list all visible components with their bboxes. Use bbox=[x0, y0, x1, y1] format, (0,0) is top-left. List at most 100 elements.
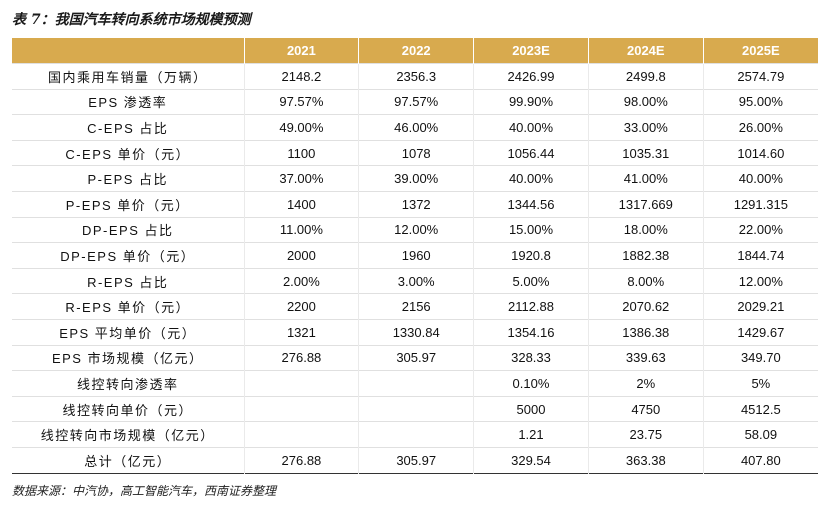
table-cell: 11.00% bbox=[243, 216, 359, 243]
table-cell: 1386.38 bbox=[587, 318, 704, 346]
table-cell: 5.00% bbox=[473, 267, 589, 294]
table-cell: 1354.16 bbox=[473, 318, 589, 346]
table-cell: 2029.21 bbox=[702, 293, 818, 320]
table-row: EPS 市场规模（亿元） 276.88 305.97 328.33 339.63 349.… bbox=[12, 344, 818, 371]
table-title: 表 7：我国汽车转向系统市场规模预测 bbox=[12, 12, 251, 28]
header-row: 2021 2022 2023E 2024E 2025E bbox=[12, 38, 818, 64]
table-cell: 97.57% bbox=[358, 88, 474, 115]
table-cell: 97.57% bbox=[243, 88, 359, 115]
table-row: EPS 平均单价（元） 1321 1330.84 1354.16 1386.38 1429… bbox=[12, 318, 818, 346]
row-label: 线控转向渗透率 bbox=[12, 370, 244, 397]
table-cell: 1960 bbox=[358, 242, 474, 269]
table-cell: 98.00% bbox=[587, 88, 704, 115]
header-cell: 2025E bbox=[702, 38, 818, 64]
table-cell bbox=[243, 370, 359, 397]
table-cell: 1317.669 bbox=[587, 190, 704, 218]
table-cell bbox=[358, 370, 474, 397]
table-cell: 2148.2 bbox=[243, 63, 359, 90]
header-cell: 2021 bbox=[243, 38, 359, 64]
table-row: DP-EPS 单价（元） 2000 1960 1920.8 1882.38 1844.74 bbox=[12, 242, 818, 269]
table-cell: 407.80 bbox=[702, 446, 818, 473]
table-cell: 46.00% bbox=[358, 114, 474, 141]
table-cell: 99.90% bbox=[473, 88, 589, 115]
table-cell: 8.00% bbox=[587, 267, 704, 294]
table-cell bbox=[358, 395, 474, 422]
table-cell: 1372 bbox=[358, 190, 474, 218]
table-cell: 33.00% bbox=[587, 114, 704, 141]
table-row: C-EPS 占比 49.00% 46.00% 40.00% 33.00% 26.00% bbox=[12, 114, 818, 141]
table-cell: 39.00% bbox=[358, 165, 474, 192]
table-cell: 363.38 bbox=[587, 446, 704, 473]
table-cell bbox=[243, 395, 359, 422]
source-note: 数据来源：中汽协，高工智能汽车，西南证券整理 bbox=[12, 484, 277, 498]
row-label: DP-EPS 单价（元） bbox=[12, 242, 244, 269]
table-row: EPS 渗透率 97.57% 97.57% 99.90% 98.00% 95.00% bbox=[12, 88, 818, 115]
table-cell: 23.75 bbox=[587, 421, 704, 448]
table-cell: 1056.44 bbox=[473, 139, 589, 166]
header-cell-blank bbox=[12, 38, 244, 64]
table-row: 线控转向市场规模（亿元） 1.21 23.75 58.09 bbox=[12, 421, 818, 448]
table-cell: 1400 bbox=[243, 190, 359, 218]
table-row: 线控转向渗透率 0.10% 2% 5% bbox=[12, 370, 818, 397]
row-label: P-EPS 单价（元） bbox=[12, 190, 244, 218]
row-label: 总计（亿元） bbox=[12, 446, 244, 473]
table-cell: 1920.8 bbox=[473, 242, 589, 269]
table-cell: 26.00% bbox=[702, 114, 818, 141]
table-cell: 276.88 bbox=[243, 446, 359, 473]
table-cell: 329.54 bbox=[473, 446, 589, 473]
table-cell: 1321 bbox=[243, 318, 359, 346]
row-label: R-EPS 单价（元） bbox=[12, 293, 244, 320]
table-cell: 58.09 bbox=[702, 421, 818, 448]
table-cell: 305.97 bbox=[358, 344, 474, 371]
table-cell: 339.63 bbox=[587, 344, 704, 371]
table-cell: 2.00% bbox=[243, 267, 359, 294]
row-label: DP-EPS 占比 bbox=[12, 216, 244, 243]
table-row: 国内乘用车销量（万辆） 2148.2 2356.3 2426.99 2499.8 2574… bbox=[12, 63, 818, 90]
table-cell: 40.00% bbox=[702, 165, 818, 192]
table-cell: 2% bbox=[587, 370, 704, 397]
table-cell: 1330.84 bbox=[358, 318, 474, 346]
table-row: R-EPS 占比 2.00% 3.00% 5.00% 8.00% 12.00% bbox=[12, 267, 818, 294]
table-cell: 328.33 bbox=[473, 344, 589, 371]
table-cell: 18.00% bbox=[587, 216, 704, 243]
table-cell: 1014.60 bbox=[702, 139, 818, 166]
table-cell: 1844.74 bbox=[702, 242, 818, 269]
table-cell: 2499.8 bbox=[587, 63, 704, 90]
table-cell: 1344.56 bbox=[473, 190, 589, 218]
table-cell: 22.00% bbox=[702, 216, 818, 243]
table-cell: 2426.99 bbox=[473, 63, 589, 90]
table-cell: 1078 bbox=[358, 139, 474, 166]
table-cell: 2070.62 bbox=[587, 293, 704, 320]
table-cell: 5% bbox=[702, 370, 818, 397]
table-cell: 1291.315 bbox=[702, 190, 818, 218]
row-label: R-EPS 占比 bbox=[12, 267, 244, 294]
forecast-table: 2021 2022 2023E 2024E 2025E 国内乘用车销量（万辆） 2148.… bbox=[12, 38, 818, 474]
table-body: 国内乘用车销量（万辆） 2148.2 2356.3 2426.99 2499.8 2574… bbox=[12, 63, 818, 473]
row-label: EPS 平均单价（元） bbox=[12, 318, 244, 346]
header-cell: 2022 bbox=[358, 38, 474, 64]
table-cell: 95.00% bbox=[702, 88, 818, 115]
table-cell: 1035.31 bbox=[587, 139, 704, 166]
table-cell: 4750 bbox=[587, 395, 704, 422]
table-cell: 1.21 bbox=[473, 421, 589, 448]
table-cell: 3.00% bbox=[358, 267, 474, 294]
table-cell: 40.00% bbox=[473, 114, 589, 141]
row-label: C-EPS 单价（元） bbox=[12, 139, 244, 166]
table-row: P-EPS 单价（元） 1400 1372 1344.56 1317.669 1291.3… bbox=[12, 190, 818, 218]
table-row: 总计（亿元） 276.88 305.97 329.54 363.38 407.80 bbox=[12, 446, 818, 473]
table-cell: 2000 bbox=[243, 242, 359, 269]
table-row: R-EPS 单价（元） 2200 2156 2112.88 2070.62 2029.21 bbox=[12, 293, 818, 320]
table-cell: 4512.5 bbox=[702, 395, 818, 422]
row-label: EPS 渗透率 bbox=[12, 88, 244, 115]
table-cell: 305.97 bbox=[358, 446, 474, 473]
table-cell: 276.88 bbox=[243, 344, 359, 371]
row-label: EPS 市场规模（亿元） bbox=[12, 344, 244, 371]
table-cell: 349.70 bbox=[702, 344, 818, 371]
table-row: DP-EPS 占比 11.00% 12.00% 15.00% 18.00% 22.00% bbox=[12, 216, 818, 243]
table-row: 线控转向单价（元） 5000 4750 4512.5 bbox=[12, 395, 818, 422]
row-label: 线控转向单价（元） bbox=[12, 395, 244, 422]
table-row: C-EPS 单价（元） 1100 1078 1056.44 1035.31 1014.60 bbox=[12, 139, 818, 166]
table-row: P-EPS 占比 37.00% 39.00% 40.00% 41.00% 40.00% bbox=[12, 165, 818, 192]
table-cell bbox=[358, 421, 474, 448]
row-label: 国内乘用车销量（万辆） bbox=[12, 63, 244, 90]
